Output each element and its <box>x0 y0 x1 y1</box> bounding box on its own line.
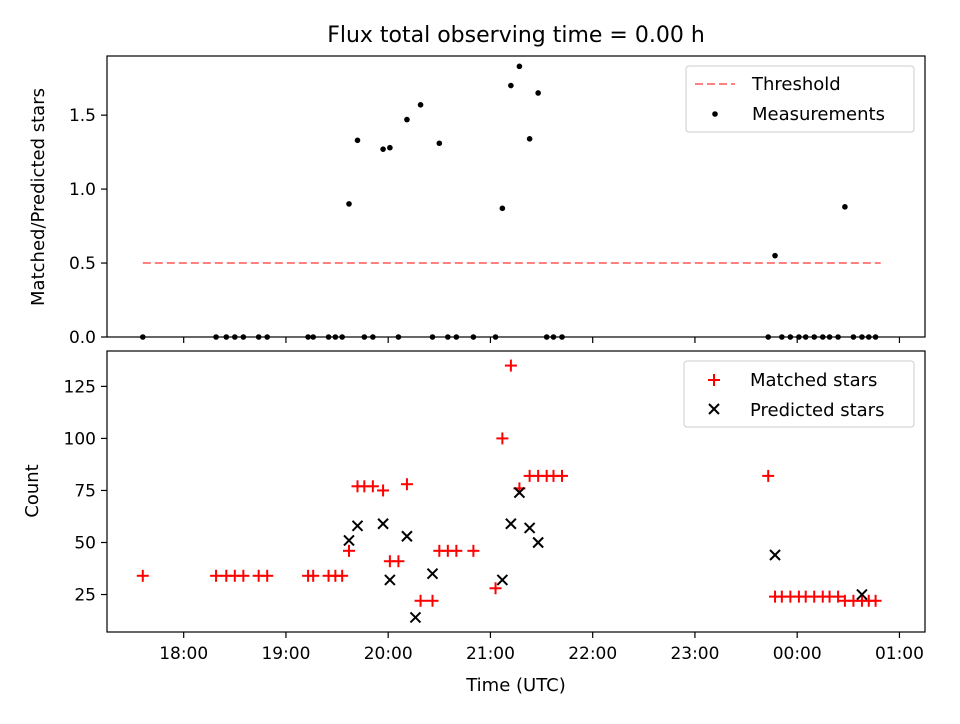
matched-stars-point <box>366 480 379 493</box>
matched-stars-point <box>496 432 509 445</box>
matched-stars-point <box>832 590 845 603</box>
predicted-stars-point <box>496 574 509 586</box>
predicted-stars-point <box>384 574 396 586</box>
top-chart-title: Flux total observing time = 0.00 h <box>327 23 705 48</box>
measurement-point <box>499 205 506 212</box>
legend-threshold-label: Threshold <box>751 74 841 95</box>
bottom-plot-frame <box>106 350 926 633</box>
measurement-point <box>387 144 393 151</box>
measurement-point <box>526 136 533 142</box>
legend-predicted-label: Predicted stars <box>750 400 884 421</box>
legend-measurements-swatch <box>712 111 718 117</box>
matched-stars-point <box>336 569 349 582</box>
matched-stars-point <box>489 582 502 595</box>
measurement-point <box>346 201 352 207</box>
predicted-stars-point <box>401 530 413 542</box>
predicted-stars-point <box>351 520 364 532</box>
top-y-axis-label: Matched/Predicted stars <box>28 88 49 306</box>
top-y-tick-label: 0.5 <box>69 254 96 274</box>
bottom-y-tick-label: 25 <box>74 586 96 606</box>
bottom-x-tick-label: 22:00 <box>568 644 617 664</box>
bottom-x-tick-label: 21:00 <box>466 644 515 664</box>
legend-predicted-swatch <box>708 403 720 415</box>
measurement-point <box>535 90 541 96</box>
matched-stars-point <box>504 359 517 372</box>
measurement-point <box>436 140 443 147</box>
bottom-y-tick-label: 75 <box>74 481 96 501</box>
predicted-stars-point <box>532 536 544 549</box>
matched-stars-point <box>400 478 413 491</box>
bottom-y-tick-label: 125 <box>64 377 96 397</box>
measurement-point <box>417 102 424 108</box>
legend-measurements-label: Measurements <box>752 104 885 125</box>
matched-stars-point <box>307 569 320 582</box>
predicted-stars-point <box>769 549 781 561</box>
matched-stars-point <box>869 594 882 607</box>
legend-matched-swatch <box>708 374 720 386</box>
legend-matched-label: Matched stars <box>750 370 877 391</box>
matched-stars-point <box>237 569 250 582</box>
predicted-stars-point <box>513 486 526 499</box>
matched-stars-point <box>556 469 569 482</box>
matched-stars-point <box>426 594 439 607</box>
bottom-x-tick-label: 20:00 <box>364 644 413 664</box>
matched-stars-point <box>467 544 480 557</box>
predicted-stars-point <box>505 518 517 530</box>
top-y-tick-label: 1.0 <box>69 180 96 200</box>
bottom-x-tick-label: 01:00 <box>875 644 924 664</box>
bottom-y-axis-label: Count <box>22 464 43 517</box>
matched-stars-point <box>342 544 355 557</box>
matched-stars-point <box>261 569 274 582</box>
top-y-tick-label: 1.5 <box>69 106 96 126</box>
bottom-x-axis-label: Time (UTC) <box>465 675 566 696</box>
bottom-y-tick-label: 100 <box>64 429 96 449</box>
bottom-legend-box <box>683 360 915 428</box>
top-y-tick-label: 0.0 <box>69 328 96 348</box>
measurement-point <box>354 137 361 144</box>
top-legend-box <box>685 65 915 133</box>
bottom-y-tick-label: 50 <box>74 533 96 553</box>
measurement-point <box>842 204 848 210</box>
matched-stars-point <box>210 569 223 582</box>
matched-stars-point <box>450 544 463 557</box>
predicted-stars-point <box>377 518 389 530</box>
predicted-stars-point <box>856 588 868 601</box>
predicted-stars-point <box>426 568 439 580</box>
matched-stars-point <box>392 555 405 568</box>
measurement-point <box>380 146 386 152</box>
predicted-stars-point <box>523 522 536 534</box>
measurement-point <box>404 116 410 123</box>
measurement-point <box>772 252 778 259</box>
bottom-x-tick-label: 00:00 <box>773 644 822 664</box>
measurement-point <box>508 82 514 89</box>
top-plot-frame <box>106 55 926 338</box>
matched-stars-point <box>377 484 390 497</box>
bottom-legend: Matched stars Predicted stars <box>683 360 915 428</box>
predicted-stars-point <box>343 534 355 547</box>
top-plot-area: 0.0 0.5 1.0 1.5 <box>69 63 901 348</box>
bottom-x-tick-label: 18:00 <box>159 644 208 664</box>
top-legend: Threshold Measurements <box>685 65 915 133</box>
matched-stars-point <box>414 594 427 607</box>
matched-stars-point <box>762 469 775 482</box>
bottom-x-tick-label: 19:00 <box>261 644 310 664</box>
bottom-plot-area: 18:00 19:00 20:00 21:00 22:00 23:00 00:00 01:00… <box>64 359 924 664</box>
measurement-point <box>516 63 523 70</box>
predicted-stars-point <box>409 611 422 624</box>
matched-stars-point <box>136 569 149 582</box>
bottom-x-tick-label: 23:00 <box>670 644 719 664</box>
